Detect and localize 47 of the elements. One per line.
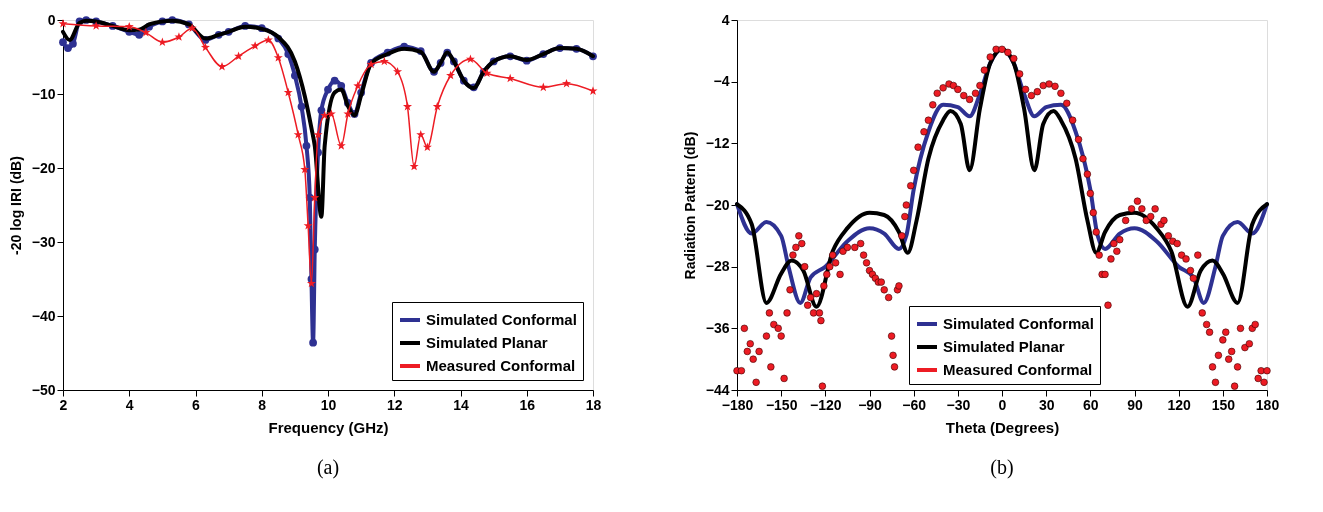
x-tick-label: 18 <box>585 396 602 413</box>
x-tick-label: −30 <box>946 396 971 413</box>
y-tick-label: 4 <box>721 11 730 28</box>
x-tick-label: 2 <box>59 396 68 413</box>
y-axis-title: -20 log IRI (dB) <box>7 156 24 255</box>
x-tick-label: −60 <box>902 396 927 413</box>
text: (b) <box>990 456 1014 479</box>
x-tick-label: 12 <box>386 396 403 413</box>
y-axis-title: Radiation Pattern (dB) <box>681 131 698 280</box>
x-tick-label: 16 <box>519 396 536 413</box>
legend-label: Simulated Conformal <box>426 311 577 328</box>
legend-label: Simulated Planar <box>943 338 1065 355</box>
x-tick-label: 4 <box>125 396 134 413</box>
y-tick-label: 0 <box>47 11 56 28</box>
legend-label: Simulated Planar <box>426 334 548 351</box>
x-tick-label: 90 <box>1127 396 1143 413</box>
x-tick-label: 8 <box>258 396 267 413</box>
x-axis-title: Frequency (GHz) <box>268 418 389 436</box>
x-tick-label: −150 <box>765 396 798 413</box>
x-tick-label: 60 <box>1083 396 1099 413</box>
x-tick-label: 14 <box>453 396 469 413</box>
x-tick-label: −90 <box>858 396 883 413</box>
y-tick-label: −36 <box>705 319 730 336</box>
x-tick-label: 0 <box>998 396 1007 413</box>
x-axis-title: Theta (Degrees) <box>945 418 1060 436</box>
text: (a) <box>316 456 340 479</box>
y-tick-label: −28 <box>705 258 730 275</box>
x-tick-label: 10 <box>320 396 337 413</box>
legend-label: Measured Conformal <box>943 361 1093 378</box>
y-tick-label: −20 <box>705 196 730 213</box>
legend-label: Simulated Conformal <box>943 315 1094 332</box>
y-tick-label: −40 <box>31 307 56 324</box>
x-tick-label: −180 <box>721 396 754 413</box>
x-tick-label: 30 <box>1038 396 1055 413</box>
x-tick-label: 120 <box>1167 396 1192 413</box>
y-tick-label: −50 <box>31 381 56 398</box>
legend-label: Measured Conformal <box>426 357 576 374</box>
x-tick-label: −120 <box>810 396 842 413</box>
x-tick-label: 150 <box>1211 396 1236 413</box>
y-tick-label: −30 <box>31 233 56 250</box>
x-tick-label: 6 <box>192 396 201 413</box>
y-tick-label: −12 <box>705 134 730 151</box>
y-tick-label: −20 <box>31 159 56 176</box>
y-tick-label: −44 <box>705 381 730 398</box>
x-tick-label: 180 <box>1255 396 1280 413</box>
y-tick-label: −4 <box>713 73 730 90</box>
y-tick-label: −10 <box>31 85 56 102</box>
